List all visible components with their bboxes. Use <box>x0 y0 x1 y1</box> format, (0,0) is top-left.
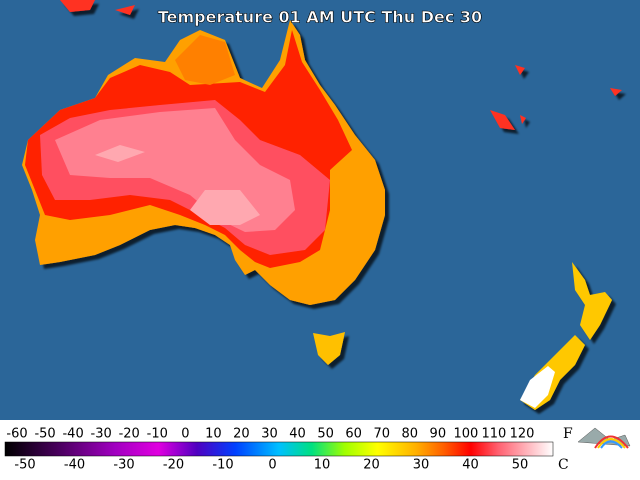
tick-label-fahrenheit: 10 <box>205 427 222 442</box>
nz-south-white <box>520 366 555 408</box>
tick-label-celsius: 10 <box>314 458 331 473</box>
tick-label-celsius: 50 <box>512 458 529 473</box>
tick-label-fahrenheit: 50 <box>317 427 334 442</box>
tick-label-celsius: -50 <box>14 458 35 473</box>
tick-label-fahrenheit: -30 <box>91 427 112 442</box>
tick-label-celsius: 40 <box>462 458 479 473</box>
tick-label-celsius: 30 <box>413 458 430 473</box>
color-bar <box>4 441 554 457</box>
nz-north <box>572 262 612 340</box>
zone-lightpink <box>95 145 260 225</box>
tick-label-celsius: -10 <box>212 458 233 473</box>
tasmania <box>313 332 345 365</box>
tick-label-fahrenheit: 120 <box>510 427 535 442</box>
tick-label-celsius: -30 <box>113 458 134 473</box>
tick-label-fahrenheit: -50 <box>34 427 55 442</box>
tick-label-celsius: 20 <box>363 458 380 473</box>
tick-label-fahrenheit: -20 <box>119 427 140 442</box>
unit-f: F <box>563 426 573 442</box>
tick-label-fahrenheit: -60 <box>6 427 27 442</box>
tick-label-fahrenheit: -10 <box>147 427 168 442</box>
logo <box>577 427 631 449</box>
zone-orange <box>175 35 235 85</box>
tick-label-fahrenheit: 40 <box>289 427 306 442</box>
tick-label-fahrenheit: 90 <box>430 427 447 442</box>
tick-label-fahrenheit: -40 <box>62 427 83 442</box>
tick-label-celsius: -20 <box>163 458 184 473</box>
landmasses <box>22 0 622 410</box>
tick-label-fahrenheit: 80 <box>402 427 419 442</box>
map-title: Temperature 01 AM UTC Thu Dec 30 <box>158 8 482 27</box>
tick-label-celsius: 0 <box>268 458 276 473</box>
unit-c: C <box>558 457 569 473</box>
tick-label-fahrenheit: 70 <box>373 427 390 442</box>
tick-label-fahrenheit: 0 <box>181 427 189 442</box>
tick-label-celsius: -40 <box>64 458 85 473</box>
tick-label-fahrenheit: 100 <box>453 427 478 442</box>
tick-label-fahrenheit: 20 <box>233 427 250 442</box>
tick-label-fahrenheit: 110 <box>482 427 507 442</box>
tick-label-fahrenheit: 30 <box>261 427 278 442</box>
tick-label-fahrenheit: 60 <box>345 427 362 442</box>
